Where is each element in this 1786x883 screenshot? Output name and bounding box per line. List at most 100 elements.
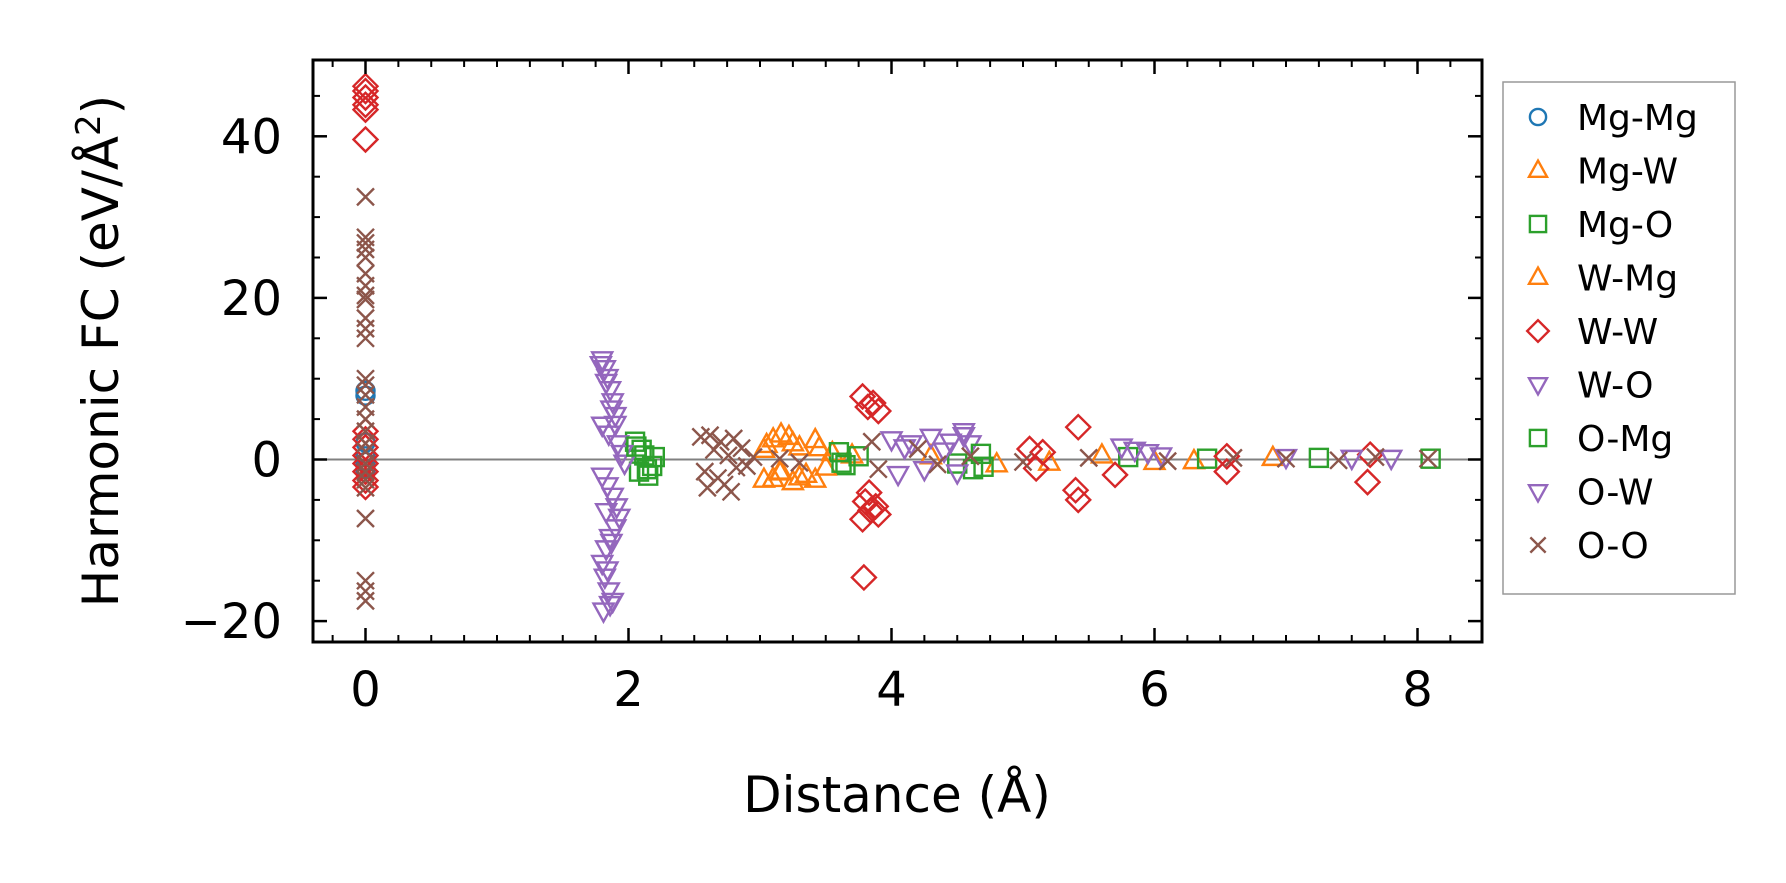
- plot-frame: [311, 58, 1484, 644]
- point-w-w: [850, 563, 878, 592]
- point-o-o: [356, 290, 375, 309]
- point-o-o: [1418, 449, 1438, 469]
- point-mg-w: [761, 465, 786, 488]
- legend-label-w-mg: W-Mg: [1577, 259, 1678, 300]
- point-w-mg: [793, 461, 819, 484]
- point-w-o: [598, 528, 623, 551]
- point-o-o: [700, 425, 720, 445]
- point-o-w: [951, 427, 976, 449]
- point-w-o: [590, 554, 615, 577]
- legend: Mg-Mg Mg-W Mg-O W-Mg W-W W-O O-Mg O-W O-O: [1502, 81, 1736, 595]
- point-mg-mg: [355, 446, 376, 467]
- legend-label-w-w: W-W: [1577, 312, 1658, 353]
- point-o-o: [1013, 452, 1033, 472]
- point-w-mg: [767, 458, 792, 481]
- point-mg-w: [1089, 441, 1114, 464]
- legend-marker-o-w: [1526, 484, 1550, 504]
- point-o-o: [356, 509, 375, 528]
- point-w-mg: [807, 434, 832, 457]
- point-w-mg: [813, 454, 838, 476]
- point-w-mg: [754, 431, 779, 454]
- point-o-o: [961, 446, 980, 466]
- point-o-o: [356, 478, 375, 498]
- legend-label-o-o: O-O: [1577, 526, 1649, 567]
- point-o-w: [1379, 449, 1404, 472]
- point-o-mg: [626, 436, 647, 457]
- point-mg-w: [1260, 444, 1285, 467]
- point-o-o: [356, 470, 375, 490]
- y-tick-label: 20: [221, 271, 282, 327]
- point-w-o: [1149, 447, 1174, 469]
- y-tick-label: −20: [181, 594, 282, 650]
- point-w-w: [1061, 476, 1090, 504]
- point-o-o: [356, 248, 375, 267]
- x-tick-label: 0: [350, 662, 381, 718]
- point-o-o: [356, 462, 375, 481]
- point-mg-o: [973, 456, 994, 477]
- point-mg-w: [787, 433, 812, 456]
- point-w-w: [1029, 438, 1057, 466]
- point-w-w: [1213, 457, 1241, 486]
- point-w-o: [899, 435, 924, 457]
- point-o-o: [790, 453, 809, 473]
- legend-marker-w-mg: [1526, 265, 1550, 285]
- point-mg-o: [631, 439, 652, 461]
- point-o-mg: [644, 446, 665, 468]
- legend-marker-o-o: [1529, 536, 1547, 554]
- legend-marker-o-mg: [1528, 428, 1548, 448]
- point-w-o: [607, 508, 632, 531]
- point-w-o: [596, 582, 621, 604]
- point-w-o: [600, 487, 625, 510]
- point-o-o: [356, 454, 375, 473]
- point-o-o: [356, 187, 375, 207]
- x-tick-label: 2: [613, 662, 644, 718]
- point-w-w: [351, 466, 380, 495]
- legend-marker-mg-w: [1526, 158, 1550, 179]
- point-o-w: [892, 439, 917, 461]
- point-o-o: [1158, 451, 1177, 471]
- point-w-w: [859, 389, 887, 417]
- point-o-o: [356, 369, 375, 389]
- legend-label-mg-w: Mg-W: [1577, 152, 1678, 193]
- y-axis-label: Harmonic FC (eV/Å2): [69, 95, 130, 607]
- point-w-w: [351, 95, 380, 124]
- x-tick-label: 4: [876, 662, 907, 718]
- point-w-w: [1353, 468, 1382, 496]
- point-w-o: [1122, 441, 1147, 464]
- point-w-w: [855, 478, 883, 507]
- point-w-w: [848, 505, 877, 533]
- point-mg-mg: [355, 380, 376, 402]
- point-mg-o: [828, 442, 850, 463]
- point-o-o: [356, 581, 375, 601]
- legend-label-w-o: W-O: [1577, 366, 1653, 407]
- point-w-w: [1213, 442, 1241, 470]
- point-o-o: [356, 286, 375, 305]
- point-w-w: [351, 473, 380, 501]
- point-w-w: [1022, 454, 1050, 483]
- point-w-o: [600, 393, 625, 415]
- legend-marker-mg-o: [1528, 214, 1548, 234]
- point-w-w: [1064, 486, 1092, 514]
- point-o-o: [744, 447, 763, 467]
- point-o-o: [356, 233, 375, 253]
- point-o-w: [599, 400, 624, 423]
- point-o-o: [908, 439, 928, 459]
- point-o-o: [869, 459, 888, 479]
- point-o-mg: [831, 452, 852, 473]
- point-o-o: [356, 433, 375, 453]
- legend-marker-mg-mg: [1528, 107, 1548, 127]
- point-w-w: [351, 125, 380, 154]
- legend-marker-w-w: [1525, 318, 1551, 344]
- y-axis-label-main: Harmonic FC (eV/Å: [72, 136, 130, 607]
- point-o-w: [594, 373, 619, 396]
- point-w-w: [864, 397, 893, 425]
- point-o-o: [698, 478, 717, 498]
- point-w-w: [1101, 461, 1129, 489]
- point-w-o: [604, 498, 629, 520]
- y-axis-label-superscript: 2: [69, 114, 109, 136]
- point-w-o: [951, 423, 976, 445]
- point-o-w: [1135, 444, 1160, 466]
- point-o-o: [695, 462, 715, 481]
- legend-label-o-mg: O-Mg: [1577, 419, 1673, 460]
